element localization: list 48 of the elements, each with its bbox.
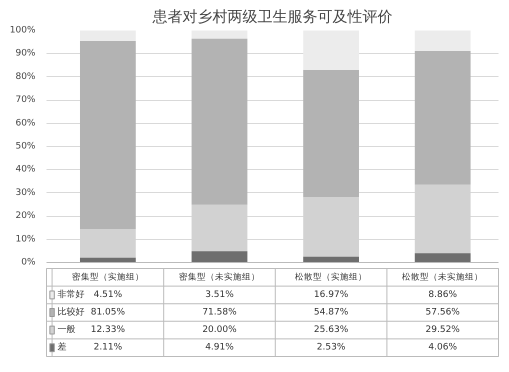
data-label: 12.33%: [90, 325, 126, 336]
data-label: 3.51%: [205, 290, 234, 300]
y-tick-label: 20%: [15, 211, 36, 222]
y-tick-label: 90%: [15, 48, 36, 59]
data-label: 57.56%: [426, 308, 460, 318]
bar: [414, 253, 471, 262]
x-tick-label: 密集型（实施组）: [72, 271, 144, 282]
y-tick-label: 40%: [15, 164, 36, 175]
bar: [192, 38, 248, 205]
y-tick-label: 80%: [15, 72, 36, 82]
y-tick-label: 30%: [15, 188, 36, 198]
y-tick-label: 10%: [15, 234, 36, 244]
bar: [192, 251, 248, 262]
data-label: 16.97%: [314, 290, 349, 300]
legend-label: 比较好: [58, 306, 85, 318]
x-tick-label: 松散型（实施组）: [295, 271, 368, 282]
legend-label: 非常好: [58, 288, 85, 300]
bar: [303, 70, 359, 198]
data-label: 20.00%: [202, 325, 238, 336]
bar: [80, 258, 136, 262]
data-label: 81.05%: [90, 308, 126, 318]
y-tick-label: 70%: [15, 95, 36, 106]
data-label: 4.91%: [205, 342, 234, 353]
y-tick-label: 0%: [21, 258, 36, 268]
y-tick-label: 60%: [15, 118, 36, 128]
y-tick-label: 50%: [15, 142, 36, 152]
legend-label: 一般: [58, 324, 76, 336]
bar: [192, 30, 248, 39]
legend-label: 差: [58, 342, 67, 353]
bar: [80, 30, 136, 41]
data-label: 25.63%: [314, 325, 349, 336]
data-label: 4.06%: [428, 342, 458, 353]
data-label: 29.52%: [426, 325, 460, 336]
chart-title: 患者对乡村两级卫生服务可及性评价: [152, 8, 392, 26]
data-label: 54.87%: [314, 308, 349, 318]
bar: [414, 51, 471, 185]
bar: [303, 256, 359, 262]
y-tick-label: 100%: [10, 26, 36, 36]
data-label: 2.11%: [94, 342, 123, 353]
bar: [414, 30, 471, 52]
x-tick-label: 松散型（未实施组）: [402, 271, 484, 282]
x-tick-label: 密集型（未实施组）: [178, 271, 260, 282]
bar: [303, 30, 359, 70]
data-label: 2.53%: [316, 342, 346, 353]
data-label: 8.86%: [428, 290, 458, 300]
data-label: 71.58%: [202, 308, 238, 318]
data-label: 4.51%: [94, 290, 123, 300]
bar: [80, 40, 136, 229]
